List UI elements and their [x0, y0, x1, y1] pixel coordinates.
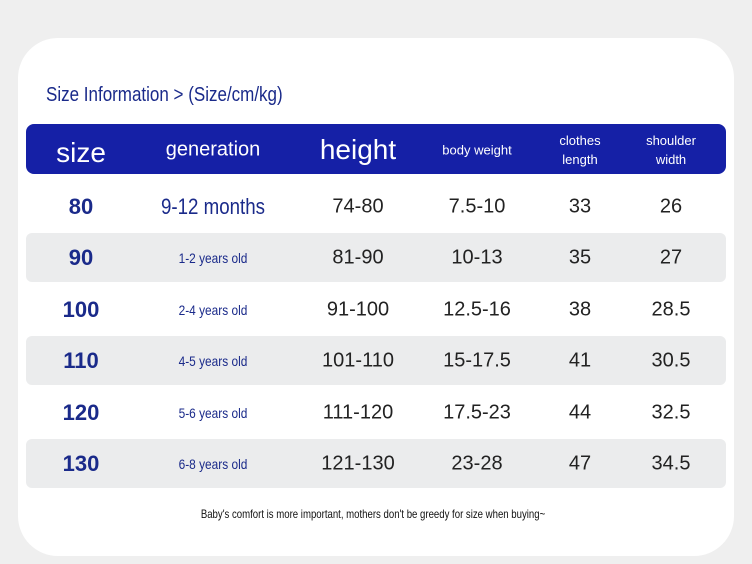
table-cell: 4-5 years old [178, 353, 248, 369]
column-header: shoulder width [646, 133, 696, 167]
column-header: size [56, 137, 106, 168]
table-cell: 30.5 [651, 349, 691, 372]
table-cell: 33 [568, 195, 592, 218]
title: Size Information > (Size/cm/kg) [46, 84, 283, 106]
table-cell: 41 [568, 349, 592, 372]
table-cell: 10-13 [451, 246, 503, 269]
footer-note: Baby's comfort is more important, mother… [200, 507, 546, 521]
column-header: generation [165, 138, 261, 161]
table-cell: 44 [568, 401, 592, 424]
row-band [26, 233, 726, 282]
table-cell: 26 [659, 195, 683, 218]
table-cell: 1-2 years old [178, 250, 248, 266]
table-cell: 47 [568, 452, 592, 475]
table-cell: 38 [568, 298, 592, 321]
table-cell: 23-28 [451, 452, 503, 475]
table-cell: 81-90 [332, 246, 384, 269]
header-bar [26, 124, 726, 174]
table-cell: 120 [62, 400, 100, 425]
table-cell: 9-12 months [161, 194, 265, 219]
table-cell: 80 [68, 194, 94, 219]
column-header: height [319, 134, 397, 165]
table-cell: 110 [63, 348, 99, 373]
table-cell: 34.5 [651, 452, 691, 475]
table-cell: 35 [568, 246, 592, 269]
column-header: clothes length [559, 133, 601, 167]
table-cell: 7.5-10 [448, 195, 506, 218]
table-cell: 15-17.5 [443, 349, 511, 372]
table-cell: 27 [659, 246, 683, 269]
table-cell: 12.5-16 [443, 298, 511, 321]
table-cell: 111-120 [322, 401, 394, 424]
row-band [26, 336, 726, 385]
column-header: body weight [442, 142, 512, 158]
table-cell: 28.5 [651, 298, 691, 321]
table-cell: 17.5-23 [443, 401, 511, 424]
table-cell: 100 [62, 297, 100, 322]
table-cell: 5-6 years old [178, 405, 248, 421]
row-band [26, 439, 726, 488]
table-cell: 2-4 years old [178, 302, 248, 318]
table-cell: 130 [62, 451, 100, 476]
table-cell: 121-130 [321, 452, 395, 475]
table-cell: 90 [68, 245, 94, 270]
table-cell: 91-100 [326, 298, 390, 321]
table-cell: 32.5 [651, 401, 691, 424]
table-cell: 74-80 [332, 195, 384, 218]
table-cell: 101-110 [322, 349, 394, 372]
table-cell: 6-8 years old [178, 456, 248, 472]
